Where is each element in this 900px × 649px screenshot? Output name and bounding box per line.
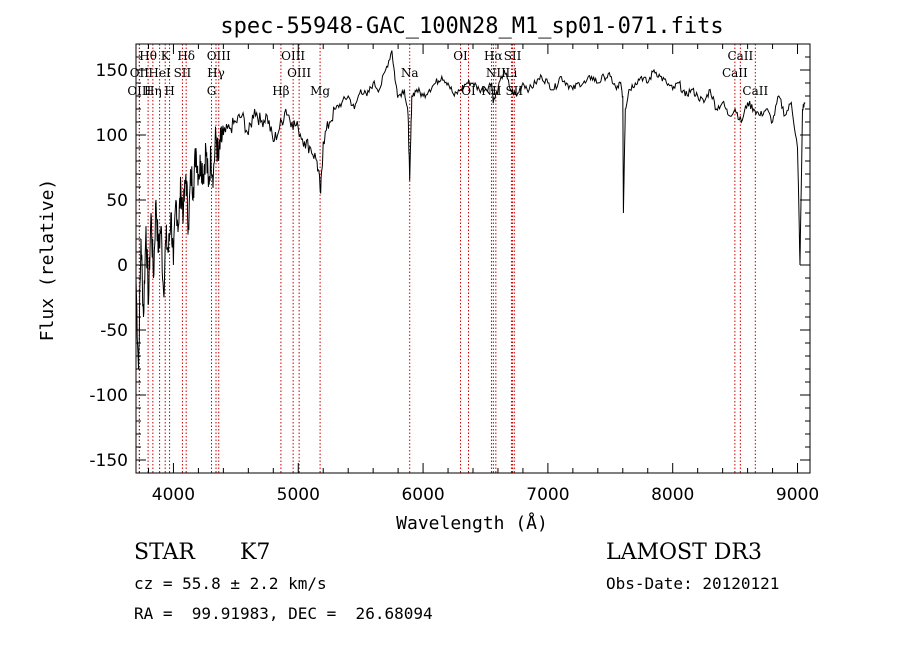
spectral-line-label: OII (130, 66, 150, 80)
chart-title: spec-55948-GAC_100N28_M1_sp01-071.fits (220, 14, 723, 39)
spectral-line-label: OI (461, 84, 476, 98)
spectral-line-label: Li (506, 66, 518, 80)
y-axis-ticks: -150 -100 -50 0 50 100 150 (89, 56, 810, 471)
spectral-line-label: Hη (144, 84, 162, 98)
spectral-line-label: OIII (127, 84, 151, 98)
y-tick-label: -50 (100, 321, 128, 341)
spectral-line-label: OIII (287, 66, 311, 80)
x-tick-label: 4000 (152, 485, 195, 505)
y-tick-label: 150 (96, 61, 128, 81)
spectral-line-label: Hβ (272, 84, 289, 98)
spectral-line-label: Hδ (177, 49, 195, 63)
coordinates: RA = 99.91983, DEC = 26.68094 (134, 604, 433, 623)
spectral-line-label: OI (453, 49, 468, 63)
x-tick-label: 9000 (776, 485, 819, 505)
y-tick-label: 0 (117, 256, 128, 276)
spectral-line-label: H (164, 84, 174, 98)
x-tick-label: 5000 (277, 485, 320, 505)
spectral-line-label: Hγ (207, 66, 225, 80)
spectral-line-label: SII (174, 66, 192, 80)
x-axis-label: Wavelength (Å) (396, 512, 548, 534)
spectral-line-label: CaII (722, 66, 748, 80)
spectral-line-label: HeI (148, 66, 171, 80)
spectral-line-label: CaII (727, 49, 753, 63)
spectral-line-label: OIII (281, 49, 305, 63)
object-subclass: K7 (240, 540, 271, 565)
flux-series-line (135, 50, 806, 370)
spectral-line-label: K (161, 49, 171, 63)
y-tick-label: 100 (96, 126, 128, 146)
x-tick-label: 6000 (401, 485, 444, 505)
observation-date: Obs-Date: 20120121 (606, 574, 780, 593)
spectral-line-label: Hα (484, 49, 503, 63)
spectral-line-label: OIII (207, 49, 231, 63)
spectral-line-label: NII (486, 66, 506, 80)
survey-name: LAMOST DR3 (606, 540, 762, 565)
y-tick-label: -150 (89, 451, 128, 471)
spectral-line-label: Na (401, 66, 419, 80)
x-tick-label: 7000 (526, 485, 569, 505)
spectral-line-label: SII (504, 49, 522, 63)
spectral-line-label: Hθ (139, 49, 157, 63)
plot-frame (135, 43, 811, 474)
object-class: STAR (134, 540, 195, 565)
spectral-line-label: Mg (310, 84, 330, 98)
redshift-velocity: cz = 55.8 ± 2.2 km/s (134, 574, 327, 593)
y-tick-label: -100 (89, 386, 128, 406)
spectral-line-markers (138, 44, 756, 473)
spectral-line-label: CaII (742, 84, 768, 98)
x-tick-label: 8000 (651, 485, 694, 505)
y-axis-label: Flux (relative) (37, 179, 58, 342)
y-tick-label: 50 (106, 191, 128, 211)
spectral-line-label: G (207, 84, 217, 98)
x-axis-ticks: 4000 5000 6000 7000 8000 9000 (147, 44, 819, 505)
